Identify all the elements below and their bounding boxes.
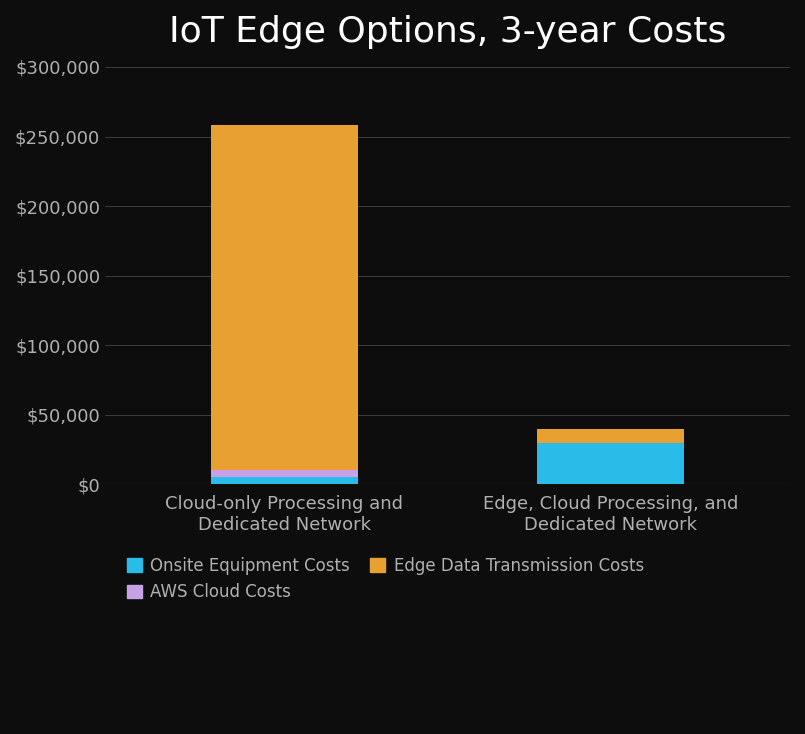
Bar: [211, 470, 358, 477]
Title: IoT Edge Options, 3-year Costs: IoT Edge Options, 3-year Costs: [169, 15, 726, 49]
Bar: [211, 477, 358, 484]
Bar: [211, 126, 358, 470]
Bar: [537, 443, 684, 484]
Bar: [537, 429, 684, 443]
Legend: Onsite Equipment Costs, AWS Cloud Costs, Edge Data Transmission Costs: Onsite Equipment Costs, AWS Cloud Costs,…: [127, 557, 644, 601]
